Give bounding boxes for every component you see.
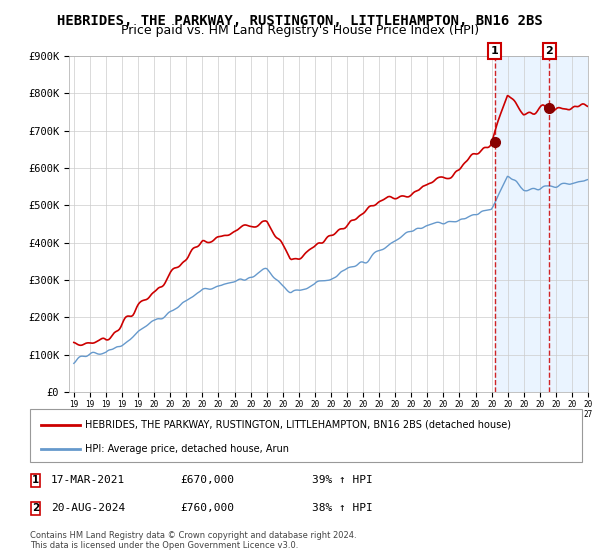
- Text: Price paid vs. HM Land Registry's House Price Index (HPI): Price paid vs. HM Land Registry's House …: [121, 24, 479, 37]
- Text: HPI: Average price, detached house, Arun: HPI: Average price, detached house, Arun: [85, 444, 289, 454]
- FancyBboxPatch shape: [31, 474, 40, 487]
- Text: £670,000: £670,000: [180, 475, 234, 486]
- Bar: [495, 56, 588, 392]
- Text: 38% ↑ HPI: 38% ↑ HPI: [312, 503, 373, 514]
- Text: Contains HM Land Registry data © Crown copyright and database right 2024.: Contains HM Land Registry data © Crown c…: [30, 531, 356, 540]
- Text: HEBRIDES, THE PARKWAY, RUSTINGTON, LITTLEHAMPTON, BN16 2BS (detached house): HEBRIDES, THE PARKWAY, RUSTINGTON, LITTL…: [85, 420, 511, 430]
- Text: HEBRIDES, THE PARKWAY, RUSTINGTON, LITTLEHAMPTON, BN16 2BS: HEBRIDES, THE PARKWAY, RUSTINGTON, LITTL…: [57, 14, 543, 28]
- Text: £760,000: £760,000: [180, 503, 234, 514]
- Bar: [495, 56, 588, 392]
- Text: This data is licensed under the Open Government Licence v3.0.: This data is licensed under the Open Gov…: [30, 541, 298, 550]
- FancyBboxPatch shape: [30, 409, 582, 462]
- Text: 20-AUG-2024: 20-AUG-2024: [51, 503, 125, 514]
- Text: 17-MAR-2021: 17-MAR-2021: [51, 475, 125, 486]
- Text: 39% ↑ HPI: 39% ↑ HPI: [312, 475, 373, 486]
- FancyBboxPatch shape: [31, 502, 40, 515]
- Text: 2: 2: [545, 46, 553, 56]
- Text: 2: 2: [32, 503, 39, 514]
- Text: 1: 1: [491, 46, 499, 56]
- Text: 1: 1: [32, 475, 39, 486]
